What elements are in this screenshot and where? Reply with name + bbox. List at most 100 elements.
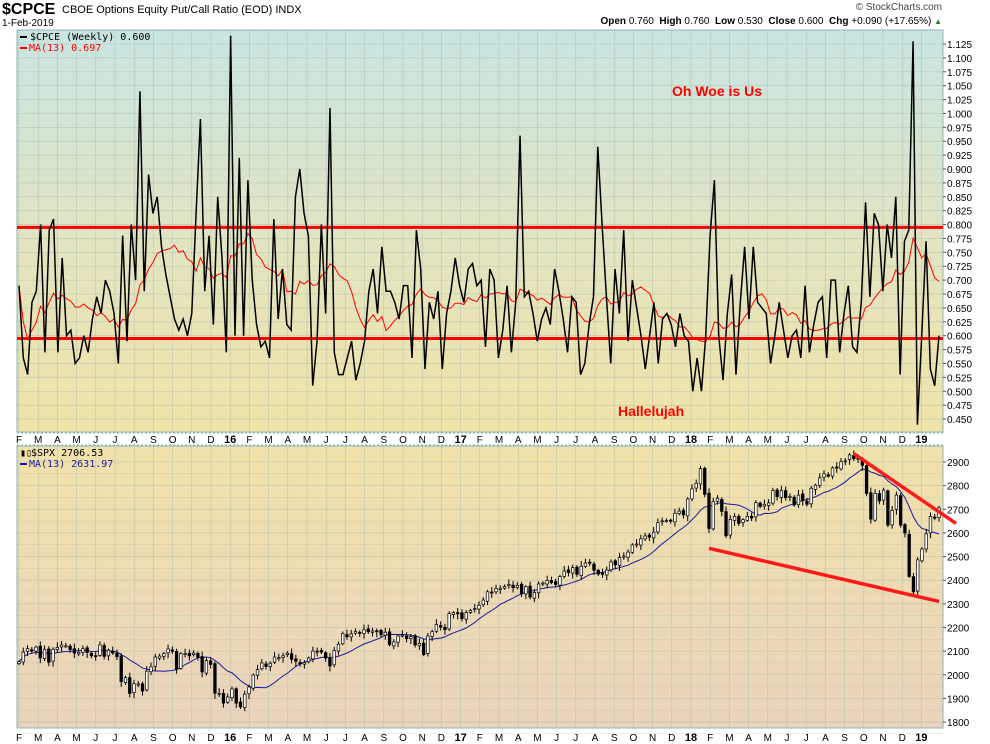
candle-body — [25, 648, 30, 652]
candle-body — [737, 516, 741, 524]
spx-candle — [762, 499, 767, 510]
chart-date: 1-Feb-2019 — [2, 18, 54, 29]
candle-body — [473, 608, 477, 610]
candle-body — [426, 635, 430, 654]
cpce-legend: $CPCE (Weekly) 0.600 MA(13) 0.697 — [20, 32, 150, 54]
spx-candle — [76, 648, 81, 657]
x-tick-label: S — [611, 733, 618, 744]
candle-body — [617, 557, 622, 566]
candle-body — [481, 599, 485, 606]
candle-body — [575, 566, 579, 575]
spx-candle — [111, 646, 115, 655]
spx-candle — [460, 609, 464, 622]
candle-body — [634, 543, 639, 546]
candle-body — [468, 610, 473, 613]
candle-body — [651, 531, 656, 539]
candle-body — [524, 586, 528, 595]
spx-candle — [260, 659, 264, 671]
stockcharts-brand[interactable]: © StockCharts.com — [855, 2, 942, 13]
candle-body — [51, 648, 55, 662]
candle-body — [490, 591, 494, 594]
spx-candle — [656, 518, 660, 535]
spx-candle — [162, 652, 166, 661]
candle-body — [447, 613, 451, 630]
x-tick-label: S — [150, 733, 157, 744]
x-tick-label: A — [54, 733, 61, 744]
candle-body — [392, 641, 396, 647]
x-tick-label: N — [879, 733, 886, 744]
legend-spx-ma: MA(13) 2631.97 — [29, 459, 113, 470]
candle-body — [698, 468, 703, 485]
x-tick-label: 18 — [685, 434, 697, 446]
x-tick-label: J — [93, 733, 98, 744]
spx-candle — [456, 608, 460, 620]
spx-candle — [673, 508, 677, 527]
candle-body — [162, 653, 166, 657]
candle-body — [460, 612, 464, 619]
x-tick-label: J — [93, 435, 98, 446]
trendline — [708, 546, 940, 604]
candle-body — [673, 512, 677, 523]
candle-body — [115, 652, 119, 657]
spx-candle — [221, 689, 226, 708]
x-tick-label: A — [515, 435, 522, 446]
candle-body — [660, 520, 664, 523]
candle-body — [319, 650, 324, 653]
spx-candle — [788, 493, 792, 502]
cpce-series — [17, 35, 943, 425]
candle-body — [264, 663, 268, 667]
spx-candle — [179, 652, 183, 670]
candle-body — [345, 634, 349, 638]
spx-candle — [447, 611, 451, 632]
spx-candle — [609, 559, 613, 573]
candle-body — [362, 629, 366, 634]
spx-candle — [51, 647, 55, 667]
candle-body — [839, 461, 843, 470]
spx-candle — [524, 585, 528, 600]
candle-body — [30, 649, 34, 652]
x-tick-label: M — [725, 733, 733, 744]
candle-body — [796, 494, 801, 506]
x-tick-label: S — [611, 435, 618, 446]
x-tick-label: M — [34, 435, 42, 446]
x-tick-label: A — [592, 733, 599, 744]
spx-legend: ▮▯ $SPX 2706.53 MA(13) 2631.97 — [20, 448, 113, 470]
spx-candle — [703, 466, 707, 498]
x-tick-label: S — [380, 733, 387, 744]
candle-body — [136, 683, 140, 686]
candle-body — [528, 585, 532, 598]
candle-body — [779, 490, 784, 498]
spx-candle — [766, 499, 771, 511]
spx-candle — [660, 517, 664, 526]
legend-swatch-cpce — [20, 36, 27, 38]
candle-body — [306, 657, 311, 663]
spx-candle — [409, 633, 413, 645]
candle-body — [571, 567, 575, 574]
spx-candle — [430, 629, 434, 642]
spx-candle — [869, 487, 873, 524]
candle-body — [498, 587, 502, 591]
candle-body — [830, 467, 835, 477]
candle-body — [243, 693, 247, 708]
spx-candle — [588, 558, 592, 567]
x-tick-label: N — [188, 435, 195, 446]
y-tick-label: 0.900 — [947, 165, 972, 176]
spx-candle — [916, 557, 920, 596]
spx-candle — [191, 650, 196, 657]
spx-candle — [443, 623, 447, 635]
spx-candle — [554, 578, 558, 588]
candle-body — [801, 493, 805, 502]
spx-candle — [187, 649, 192, 661]
candle-body — [745, 516, 749, 521]
candle-body — [209, 660, 213, 665]
candle-body — [434, 624, 439, 632]
candle-body — [200, 656, 204, 673]
x-tick-label: D — [668, 435, 675, 446]
candle-body — [234, 688, 238, 704]
spx-candle — [681, 507, 686, 519]
spx-candle — [362, 624, 366, 639]
candle-body — [877, 493, 882, 502]
chg-label: Chg — [829, 16, 849, 27]
spx-candle — [213, 661, 217, 699]
spx-candle — [894, 491, 899, 515]
